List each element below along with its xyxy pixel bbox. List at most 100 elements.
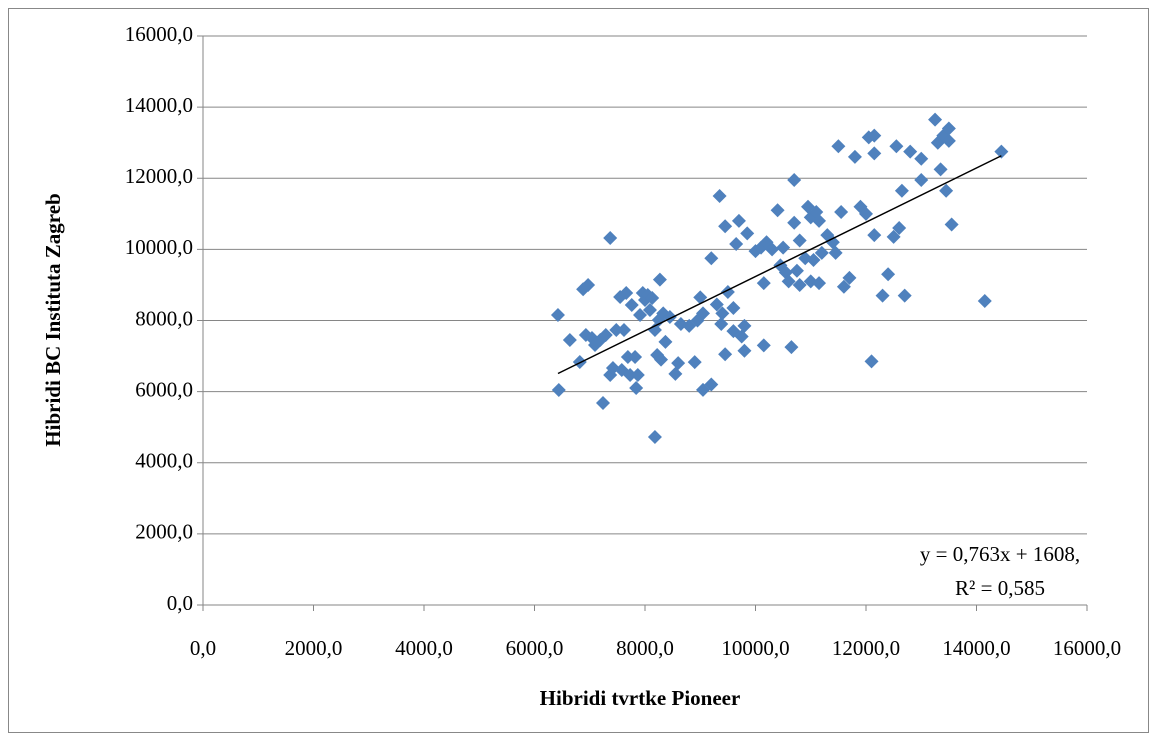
data-point <box>645 290 660 305</box>
data-point <box>933 162 948 177</box>
data-point <box>668 366 683 381</box>
data-point <box>704 377 719 392</box>
data-point <box>550 307 565 322</box>
data-point <box>734 329 749 344</box>
data-point <box>596 396 611 411</box>
x-tick-label: 16000,0 <box>1053 636 1121 660</box>
data-point <box>914 151 929 166</box>
data-point <box>562 332 577 347</box>
r-squared-annotation: R² = 0,585 <box>955 576 1045 600</box>
data-point <box>617 322 632 337</box>
data-point <box>756 276 771 291</box>
y-tick-label: 0,0 <box>167 591 193 615</box>
data-point <box>581 277 596 292</box>
data-point <box>693 290 708 305</box>
data-point <box>776 240 791 255</box>
data-point <box>806 253 821 268</box>
data-point <box>718 219 733 234</box>
data-point <box>765 242 780 257</box>
data-point <box>875 288 890 303</box>
data-point <box>977 293 992 308</box>
data-point <box>897 288 912 303</box>
y-tick-label: 6000,0 <box>135 377 193 401</box>
data-point <box>740 226 755 241</box>
data-point <box>867 146 882 161</box>
y-tick-label: 12000,0 <box>125 164 193 188</box>
y-tick-label: 10000,0 <box>125 235 193 259</box>
data-point <box>894 183 909 198</box>
y-tick-label: 14000,0 <box>125 93 193 117</box>
data-point <box>889 139 904 154</box>
data-point <box>781 274 796 289</box>
data-point <box>892 221 907 236</box>
data-point <box>704 251 719 266</box>
data-point <box>903 144 918 159</box>
data-point <box>729 237 744 252</box>
data-point <box>886 229 901 244</box>
data-point <box>718 347 733 362</box>
chart-border <box>8 8 1149 733</box>
data-point <box>633 307 648 322</box>
data-point <box>859 206 873 221</box>
y-tick-label: 16000,0 <box>125 22 193 46</box>
data-point <box>628 349 643 364</box>
y-axis-label: Hibridi BC Instituta Zagreb <box>41 193 65 446</box>
data-point <box>812 213 827 228</box>
x-tick-label: 10000,0 <box>721 636 789 660</box>
data-point <box>647 430 662 445</box>
x-tick-label: 12000,0 <box>832 636 900 660</box>
data-point <box>792 233 807 248</box>
data-point <box>867 128 882 143</box>
data-point <box>814 245 829 260</box>
data-point <box>731 213 746 228</box>
data-point <box>944 217 959 232</box>
data-point <box>715 306 730 321</box>
data-point <box>881 267 896 282</box>
x-tick-label: 4000,0 <box>395 636 453 660</box>
data-point <box>551 382 566 397</box>
data-point <box>994 144 1009 159</box>
data-point <box>792 277 807 292</box>
data-point <box>619 285 634 300</box>
data-point <box>623 367 638 382</box>
data-point <box>914 173 929 188</box>
data-point <box>867 228 882 243</box>
data-point <box>842 270 857 285</box>
data-point <box>928 112 943 127</box>
data-point <box>834 205 849 220</box>
x-tick-label: 2000,0 <box>285 636 343 660</box>
data-point <box>658 334 673 349</box>
data-point <box>629 380 644 395</box>
data-point <box>709 297 724 312</box>
data-point <box>696 306 711 321</box>
data-point <box>770 203 785 218</box>
data-point <box>671 356 686 371</box>
y-tick-label: 4000,0 <box>135 449 193 473</box>
data-point <box>712 189 727 204</box>
data-point <box>642 302 657 317</box>
data-point <box>737 318 752 333</box>
data-point <box>714 317 729 332</box>
data-point <box>836 279 851 294</box>
data-point <box>939 183 954 198</box>
data-point <box>847 149 862 164</box>
data-point <box>654 352 669 367</box>
data-point <box>652 272 667 287</box>
data-point <box>756 338 771 353</box>
data-point <box>687 355 702 370</box>
data-point <box>941 133 956 148</box>
data-point <box>787 173 802 188</box>
data-point <box>812 276 827 291</box>
trendline <box>557 155 1002 375</box>
x-tick-label: 0,0 <box>190 636 216 660</box>
x-tick-label: 8000,0 <box>616 636 674 660</box>
data-point <box>825 235 840 250</box>
data-point <box>787 215 802 230</box>
data-point <box>726 301 741 316</box>
data-point <box>737 343 752 358</box>
data-point <box>941 121 956 136</box>
data-point <box>609 322 624 337</box>
x-tick-label: 14000,0 <box>942 636 1010 660</box>
data-point <box>828 245 843 260</box>
